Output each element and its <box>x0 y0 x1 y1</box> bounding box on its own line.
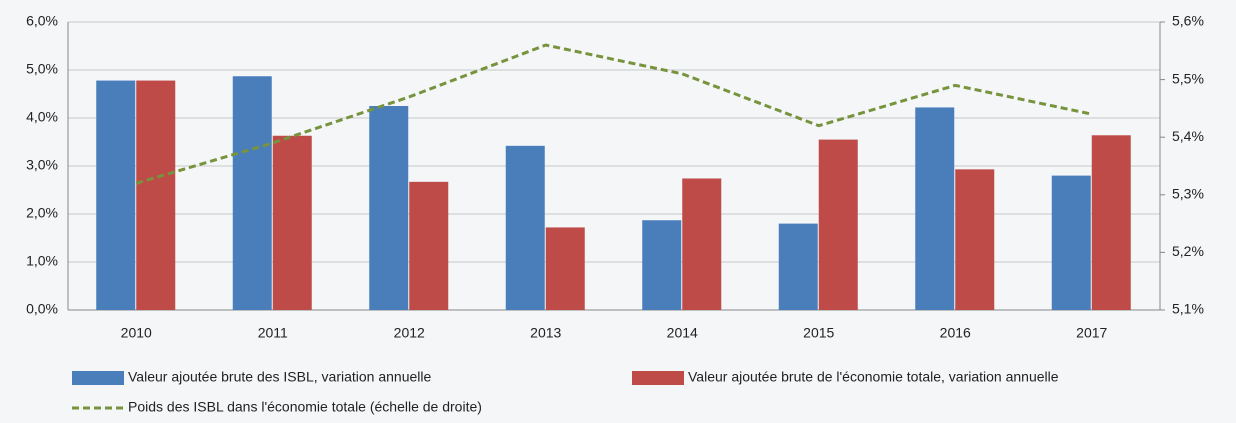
y2-tick-label: 5,4% <box>1172 128 1204 144</box>
x-tick-label: 2010 <box>121 325 152 341</box>
y-tick-label: 3,0% <box>26 157 58 173</box>
bar <box>915 107 955 310</box>
legend-swatch <box>72 371 124 385</box>
line <box>135 43 1093 185</box>
x-tick-label: 2012 <box>394 325 425 341</box>
bar <box>1051 175 1091 310</box>
bar <box>642 220 682 310</box>
legend-label: Poids des ISBL dans l'économie totale (é… <box>128 399 482 415</box>
bar <box>272 135 312 310</box>
bar <box>1091 135 1131 310</box>
bar <box>505 145 545 310</box>
x-tick-label: 2016 <box>940 325 971 341</box>
y2-tick-label: 5,1% <box>1172 301 1204 317</box>
y2-tick-label: 5,2% <box>1172 243 1204 259</box>
y2-tick-label: 5,5% <box>1172 70 1204 86</box>
bar <box>778 223 818 310</box>
y-tick-label: 1,0% <box>26 253 58 269</box>
bar <box>545 227 585 310</box>
bar <box>955 169 995 310</box>
bar <box>409 181 449 310</box>
y-tick-label: 5,0% <box>26 61 58 77</box>
y-tick-label: 6,0% <box>26 13 58 29</box>
y-tick-label: 2,0% <box>26 205 58 221</box>
bar <box>369 106 409 310</box>
x-tick-label: 2017 <box>1076 325 1107 341</box>
y-tick-label: 0,0% <box>26 301 58 317</box>
legend-label: Valeur ajoutée brute des ISBL, variation… <box>128 369 431 385</box>
legend-swatch <box>632 371 684 385</box>
legend-label: Valeur ajoutée brute de l'économie total… <box>688 369 1059 385</box>
bar <box>136 80 176 310</box>
bar <box>96 80 136 310</box>
x-tick-label: 2014 <box>667 325 698 341</box>
bar <box>682 178 722 310</box>
y2-tick-label: 5,3% <box>1172 186 1204 202</box>
x-tick-label: 2015 <box>803 325 834 341</box>
x-tick-label: 2011 <box>258 325 288 341</box>
bar <box>232 76 272 311</box>
bar <box>818 139 858 310</box>
x-tick-label: 2013 <box>530 325 561 341</box>
y-tick-label: 4,0% <box>26 109 58 125</box>
y2-tick-label: 5,6% <box>1172 13 1204 29</box>
